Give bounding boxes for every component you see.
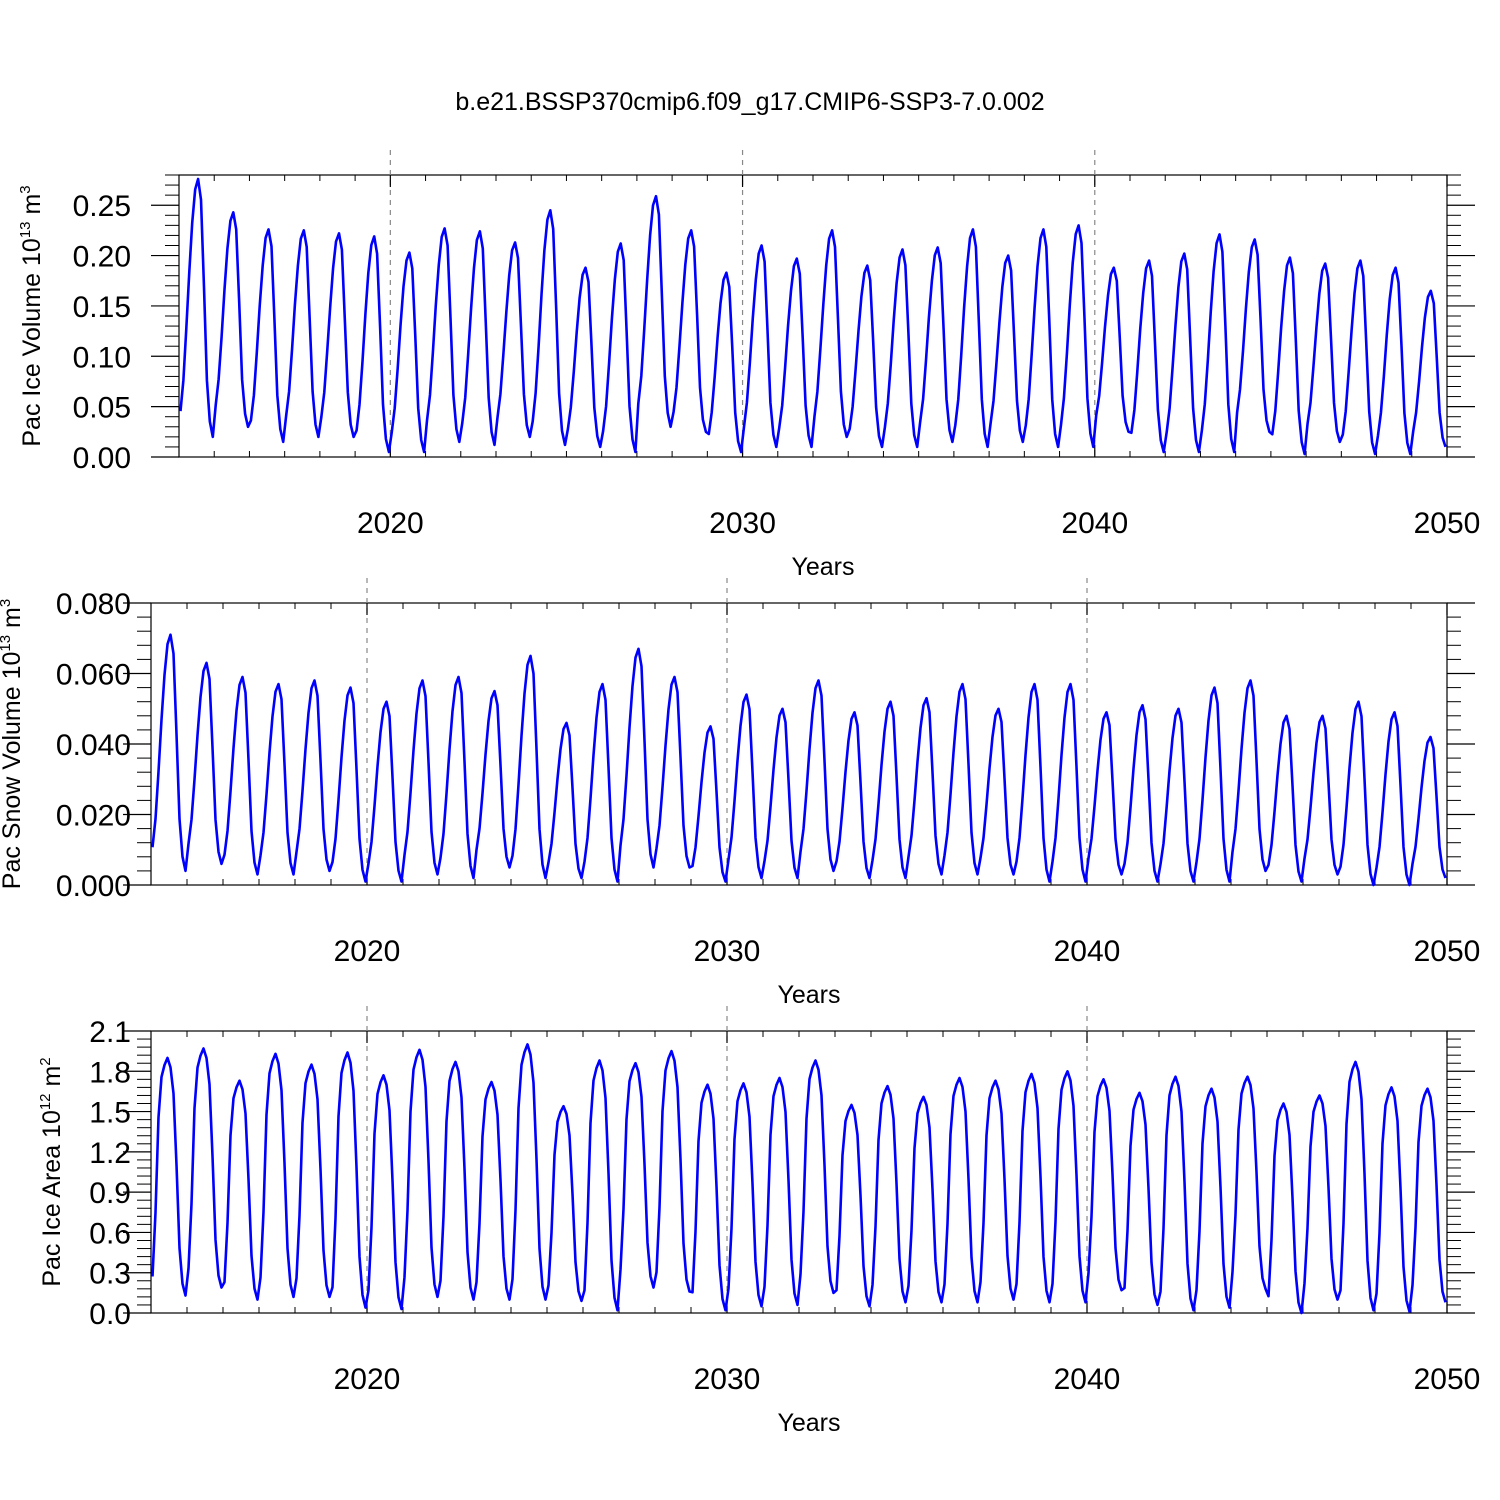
y-tick-label: 0.000 (56, 870, 131, 903)
y-tick-label: 0.15 (73, 291, 131, 324)
x-tick-label: 2050 (1414, 507, 1481, 540)
y-tick-label: 0.05 (73, 392, 131, 425)
x-tick-label: 2040 (1061, 507, 1128, 540)
y-tick-label: 0.060 (56, 659, 131, 692)
x-tick-label: 2050 (1414, 935, 1481, 968)
y-axis-label: Pac Ice Area 1012 m2 (37, 1057, 66, 1286)
x-tick-label: 2020 (334, 1363, 401, 1396)
series-line-1 (151, 1043, 1447, 1315)
x-tick-label: 2040 (1054, 935, 1121, 968)
chart-panel-1: 2020 2030 2040 2050 0.00 0.05 0.10 0.15 0.20 0.25… (17, 150, 1480, 581)
chart-panel-2: 2020 2030 2040 2050 0.000 0.020 0.040 0.060 0.08… (0, 578, 1480, 1009)
x-tick-label: 2020 (334, 935, 401, 968)
x-axis-label: Years (777, 1409, 840, 1437)
y-tick-label: 1.2 (89, 1137, 131, 1170)
y-tick-label: 0.00 (73, 442, 131, 475)
plot-frame (150, 1030, 1448, 1314)
y-tick-label: 0.3 (89, 1258, 131, 1291)
x-axis-label: Years (791, 553, 854, 581)
y-tick-label: 0.9 (89, 1177, 131, 1210)
y-tick-label: 0.0 (89, 1298, 131, 1331)
y-tick-label: 0.020 (56, 800, 131, 833)
y-tick-label: 0.6 (89, 1217, 131, 1250)
x-tick-label: 2030 (694, 935, 761, 968)
plot-frame (178, 174, 1448, 458)
y-tick-label: 0.20 (73, 241, 131, 274)
x-tick-label: 2020 (357, 507, 424, 540)
figure-title: b.e21.BSSP370cmip6.f09_g17.CMIP6-SSP3-7.… (455, 88, 1044, 116)
y-tick-label: 1.8 (89, 1056, 131, 1089)
y-tick-label: 1.5 (89, 1097, 131, 1130)
y-axis-label: Pac Ice Volume 1013 m3 (17, 185, 46, 446)
x-tick-label: 2030 (694, 1363, 761, 1396)
plot-frame (150, 602, 1448, 886)
x-axis-label: Years (777, 981, 840, 1009)
x-tick-label: 2040 (1054, 1363, 1121, 1396)
y-tick-label: 0.25 (73, 190, 131, 223)
x-tick-label: 2030 (709, 507, 776, 540)
y-tick-label: 2.1 (89, 1016, 131, 1049)
x-tick-label: 2050 (1414, 1363, 1481, 1396)
series-line-1 (151, 633, 1447, 887)
chart-panel-3: 2020 2030 2040 2050 0.0 0.3 0.6 0.9 1.2 1.5 1.8 2.1… (37, 1006, 1480, 1437)
y-tick-label: 0.040 (56, 729, 131, 762)
y-axis-label: Pac Snow Volume 1013 m3 (0, 599, 26, 889)
y-tick-label: 0.10 (73, 341, 131, 374)
series-line-1 (179, 177, 1447, 456)
y-tick-label: 0.080 (56, 588, 131, 621)
